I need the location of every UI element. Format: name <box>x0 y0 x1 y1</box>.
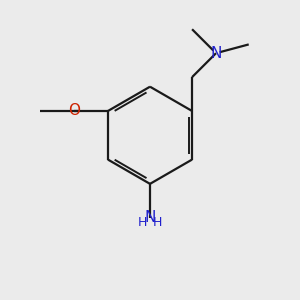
Text: O: O <box>68 103 80 118</box>
Text: N: N <box>210 46 222 61</box>
Text: N: N <box>144 210 156 225</box>
Text: H: H <box>153 216 162 229</box>
Text: H: H <box>138 216 147 229</box>
